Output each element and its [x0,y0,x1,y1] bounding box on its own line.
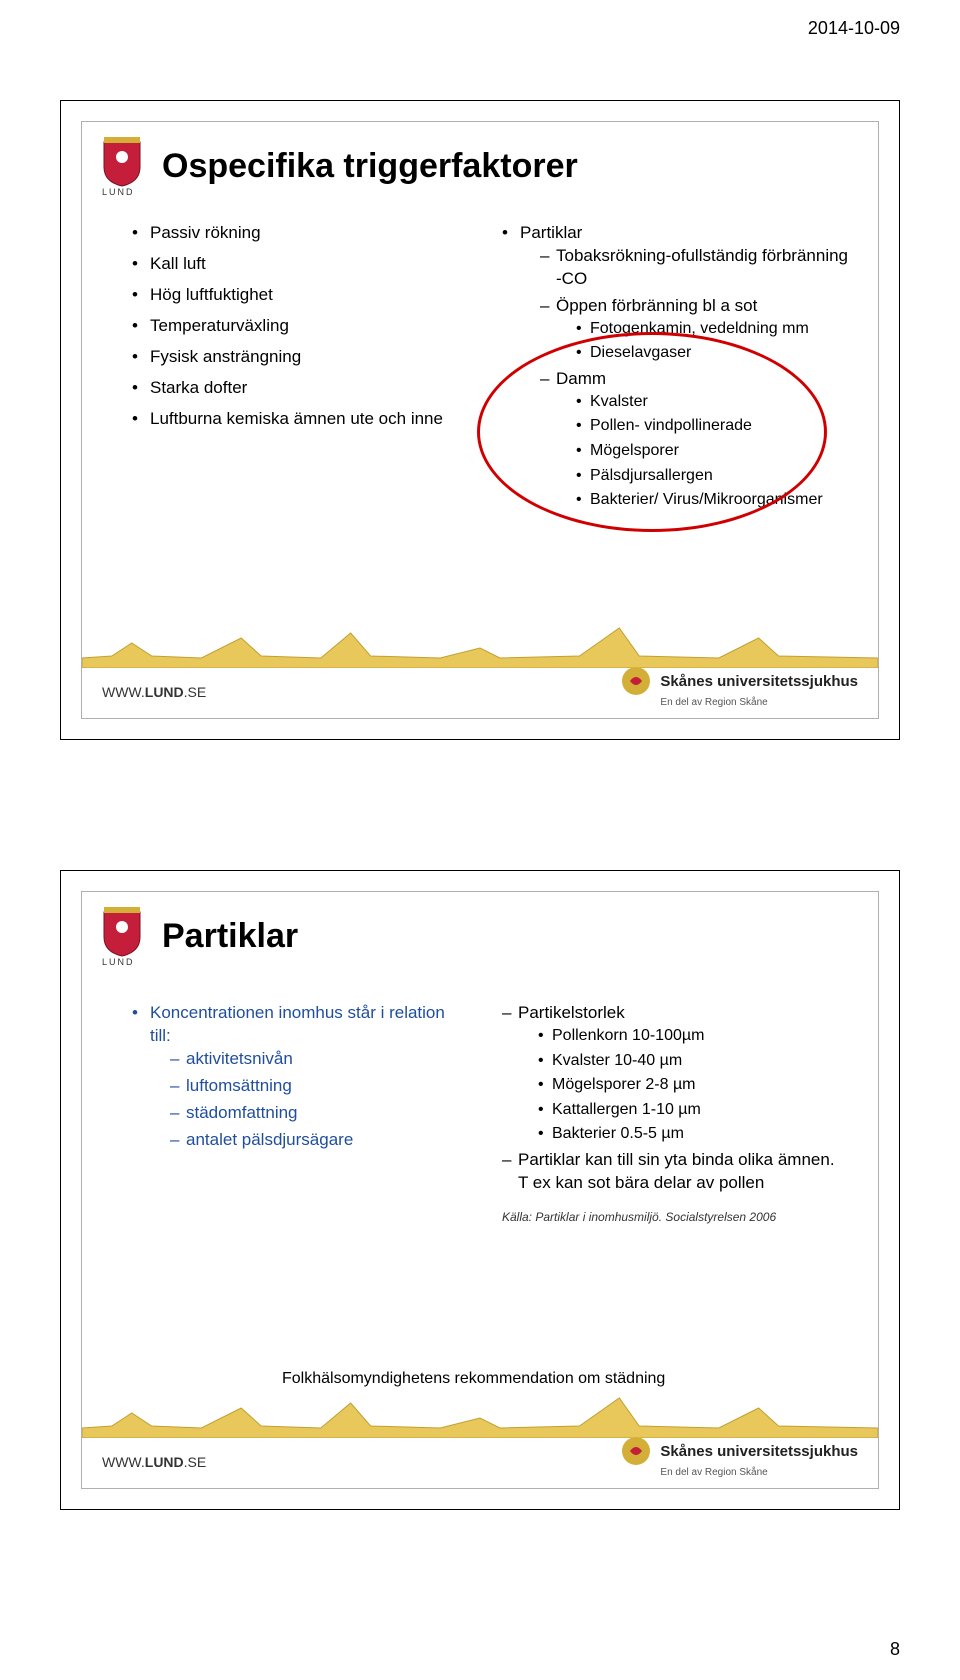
list-item: Pollen- vindpollinerade [576,415,852,437]
list-item: Mögelsporer [576,440,852,462]
list-item: Damm Kvalster Pollen- vindpollinerade Mö… [540,368,852,511]
list-item: Mögelsporer 2-8 µm [538,1074,852,1096]
crest-label: LUND [102,187,135,197]
skane-logo-icon [620,1435,652,1467]
slide-1-title: Ospecifika triggerfaktorer [162,147,578,186]
list-item: Bakterier 0.5-5 µm [538,1123,852,1145]
list-item: luftomsättning [170,1075,462,1098]
list-item: Kattallergen 1-10 µm [538,1099,852,1121]
source-text: Källa: Partiklar i inomhusmiljö. Socials… [502,1209,852,1225]
list-item: Fotogenkamin, vedeldning mm [576,318,852,340]
lund-crest-icon [102,137,142,187]
list-item: Fysisk ansträngning [132,346,462,369]
list-item: aktivitetsnivån [170,1048,462,1071]
skane-logo-icon [620,665,652,697]
footer-brand-block: Skånes universitetssjukhus En del av Reg… [620,665,858,708]
footer-url: WWW.LUND.SE [102,684,206,700]
list-item: Pälsdjursallergen [576,465,852,487]
page-number: 8 [890,1639,900,1660]
footer-brand-text: Skånes universitetssjukhus [660,1443,858,1460]
dash-label: Öppen förbränning bl a sot [556,296,757,315]
slide-2-left-col: Koncentrationen inomhus står i relation … [132,1002,462,1160]
right-dash2: Partiklar kan till sin yta binda olika ä… [518,1150,835,1169]
right-dash-label: Partikelstorlek [518,1003,625,1022]
list-item: Luftburna kemiska ämnen ute och inne [132,408,462,431]
list-item: Passiv rökning [132,222,462,245]
list-item: Partiklar Tobaksrökning-ofullständig för… [502,222,852,511]
skyline-graphic-icon [82,608,878,668]
list-item: antalet pälsdjursägare [170,1129,462,1152]
list-item: Kall luft [132,253,462,276]
left-bullet-list: Passiv rökning Kall luft Hög luftfuktigh… [132,222,462,431]
left-heading: Koncentrationen inomhus står i relation … [150,1003,445,1045]
list-item: Kvalster [576,391,852,413]
footer-brand-block: Skånes universitetssjukhus En del av Reg… [620,1435,858,1478]
right-bullet: Partiklar [520,223,582,242]
footer-brand-text: Skånes universitetssjukhus [660,673,858,690]
footer-url: WWW.LUND.SE [102,1454,206,1470]
list-item: Dieselavgaser [576,342,852,364]
list-item: Bakterier/ Virus/Mikroorganismer [576,489,852,511]
slide-1-inner: LUND Ospecifika triggerfaktorer Passiv r… [81,121,879,719]
footer-region-text: En del av Region Skåne [660,1467,858,1478]
list-item: Starka dofter [132,377,462,400]
slide-2-title: Partiklar [162,917,298,956]
dash-label: Damm [556,369,606,388]
skyline-graphic-icon [82,1378,878,1438]
list-item: Temperaturväxling [132,315,462,338]
slide-1: LUND Ospecifika triggerfaktorer Passiv r… [60,100,900,740]
list-item: Tobaksrökning-ofullständig förbränning -… [540,245,852,291]
slide-1-left-col: Passiv rökning Kall luft Hög luftfuktigh… [132,222,462,439]
list-item: Partikelstorlek Pollenkorn 10-100µm Kval… [502,1002,852,1145]
slide-2: LUND Partiklar Koncentrationen inomhus s… [60,870,900,1510]
list-item: städomfattning [170,1102,462,1125]
list-item: Hög luftfuktighet [132,284,462,307]
crest-label: LUND [102,957,135,967]
lund-crest-icon [102,907,142,957]
list-item: Kvalster 10-40 µm [538,1050,852,1072]
footer-region-text: En del av Region Skåne [660,697,858,708]
right-dash2-cont: T ex kan sot bära delar av pollen [518,1173,764,1192]
list-item: Öppen förbränning bl a sot Fotogenkamin,… [540,295,852,364]
list-item: Koncentrationen inomhus står i relation … [132,1002,462,1152]
list-item: Pollenkorn 10-100µm [538,1025,852,1047]
slide-2-right-col: Partikelstorlek Pollenkorn 10-100µm Kval… [502,1002,852,1225]
slide-2-inner: LUND Partiklar Koncentrationen inomhus s… [81,891,879,1489]
page-date: 2014-10-09 [808,18,900,39]
list-item: Partiklar kan till sin yta binda olika ä… [502,1149,852,1195]
slide-1-right-col: Partiklar Tobaksrökning-ofullständig för… [502,222,852,519]
